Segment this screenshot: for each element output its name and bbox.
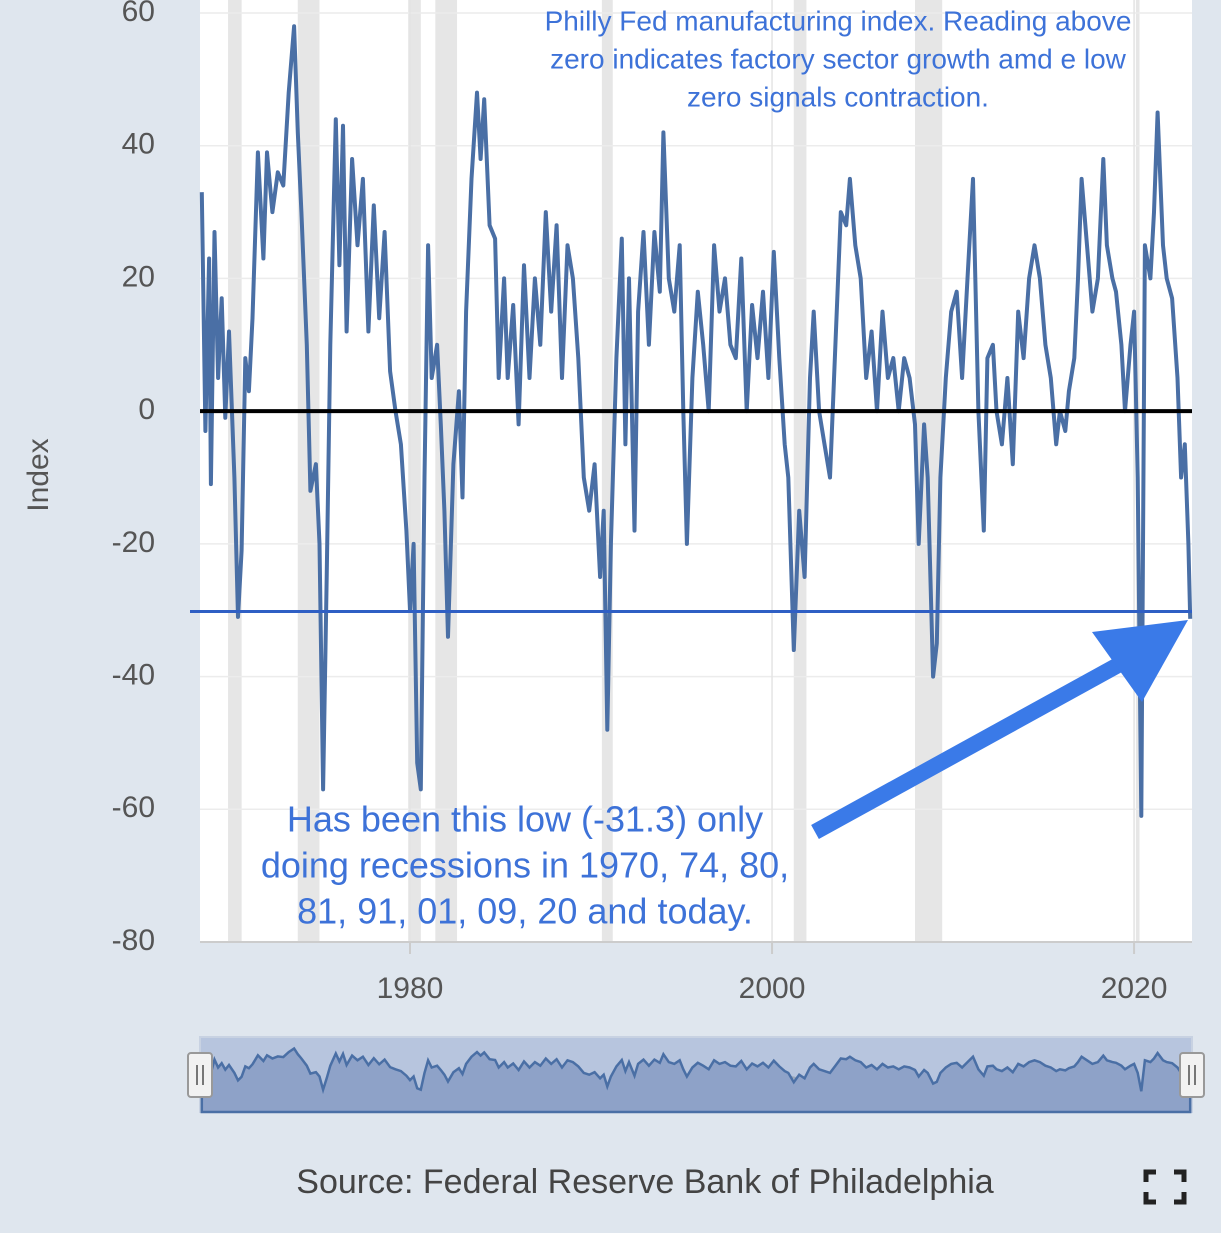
annotation-line: Has been this low (-31.3) only bbox=[287, 799, 763, 840]
recession-band bbox=[793, 0, 807, 942]
annotation-line: zero signals contraction. bbox=[687, 81, 989, 112]
navigator-handle-grip bbox=[1188, 1065, 1196, 1085]
y-tick-label: -20 bbox=[112, 526, 155, 559]
navigator-area bbox=[200, 1046, 1192, 1114]
y-tick-label: 0 bbox=[138, 393, 155, 426]
annotation: Has been this low (-31.3) only doing rece… bbox=[261, 799, 789, 932]
annotation-line: Philly Fed manufacturing index. Reading … bbox=[545, 5, 1132, 36]
recession-band bbox=[435, 0, 458, 942]
annotation-line: doing recessions in 1970, 74, 80, bbox=[261, 845, 789, 886]
annotation-line: 81, 91, 01, 09, 20 and today. bbox=[297, 891, 753, 932]
navigator-handle-grip bbox=[196, 1065, 204, 1085]
y-tick-label: 60 bbox=[122, 0, 155, 28]
annotation: Philly Fed manufacturing index. Reading … bbox=[545, 5, 1132, 112]
fullscreen-icon[interactable] bbox=[1143, 1169, 1187, 1205]
y-tick-label: -80 bbox=[112, 924, 155, 957]
arrow bbox=[811, 620, 1188, 840]
data-line bbox=[199, 24, 1193, 818]
annotation-line: zero indicates factory sector growth amd… bbox=[550, 43, 1127, 74]
y-tick-label: -40 bbox=[112, 658, 155, 691]
recession-band bbox=[601, 0, 613, 942]
source: Source: Federal Reserve Bank of Philadel… bbox=[296, 1163, 993, 1201]
y-axis-label: Index bbox=[22, 438, 55, 511]
navigator-handle[interactable] bbox=[187, 1052, 213, 1098]
plot-area bbox=[200, 0, 1192, 942]
y-tick-label: 20 bbox=[122, 260, 155, 293]
x-tick-label: 2020 bbox=[1101, 972, 1168, 1005]
y-tick-label: -60 bbox=[112, 791, 155, 824]
y-tick-label: 40 bbox=[122, 128, 155, 161]
x-tick-label: 1980 bbox=[377, 972, 444, 1005]
navigator-handle[interactable] bbox=[1179, 1052, 1205, 1098]
x-tick-label: 2000 bbox=[739, 972, 806, 1005]
